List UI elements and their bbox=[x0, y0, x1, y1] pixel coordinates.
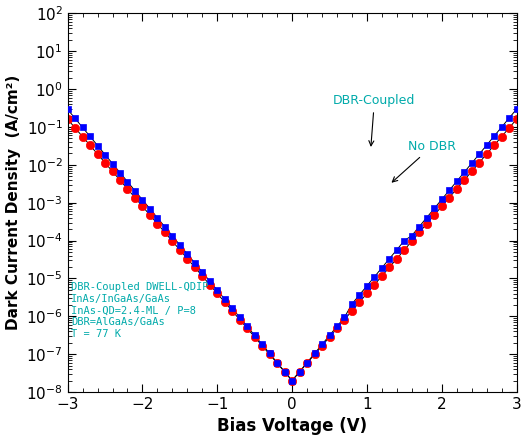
Y-axis label: Dark Current Density  (A/cm²): Dark Current Density (A/cm²) bbox=[6, 75, 21, 330]
X-axis label: Bias Voltage (V): Bias Voltage (V) bbox=[217, 418, 367, 435]
Text: DBR-Coupled DWELL-QDIP
InAs/InGaAs/GaAs
InAs-QD=2.4-ML / P=8
DBR=AlGaAs/GaAs
T =: DBR-Coupled DWELL-QDIP InAs/InGaAs/GaAs … bbox=[71, 282, 209, 339]
Text: DBR-Coupled: DBR-Coupled bbox=[333, 94, 416, 146]
Text: No DBR: No DBR bbox=[393, 140, 456, 182]
